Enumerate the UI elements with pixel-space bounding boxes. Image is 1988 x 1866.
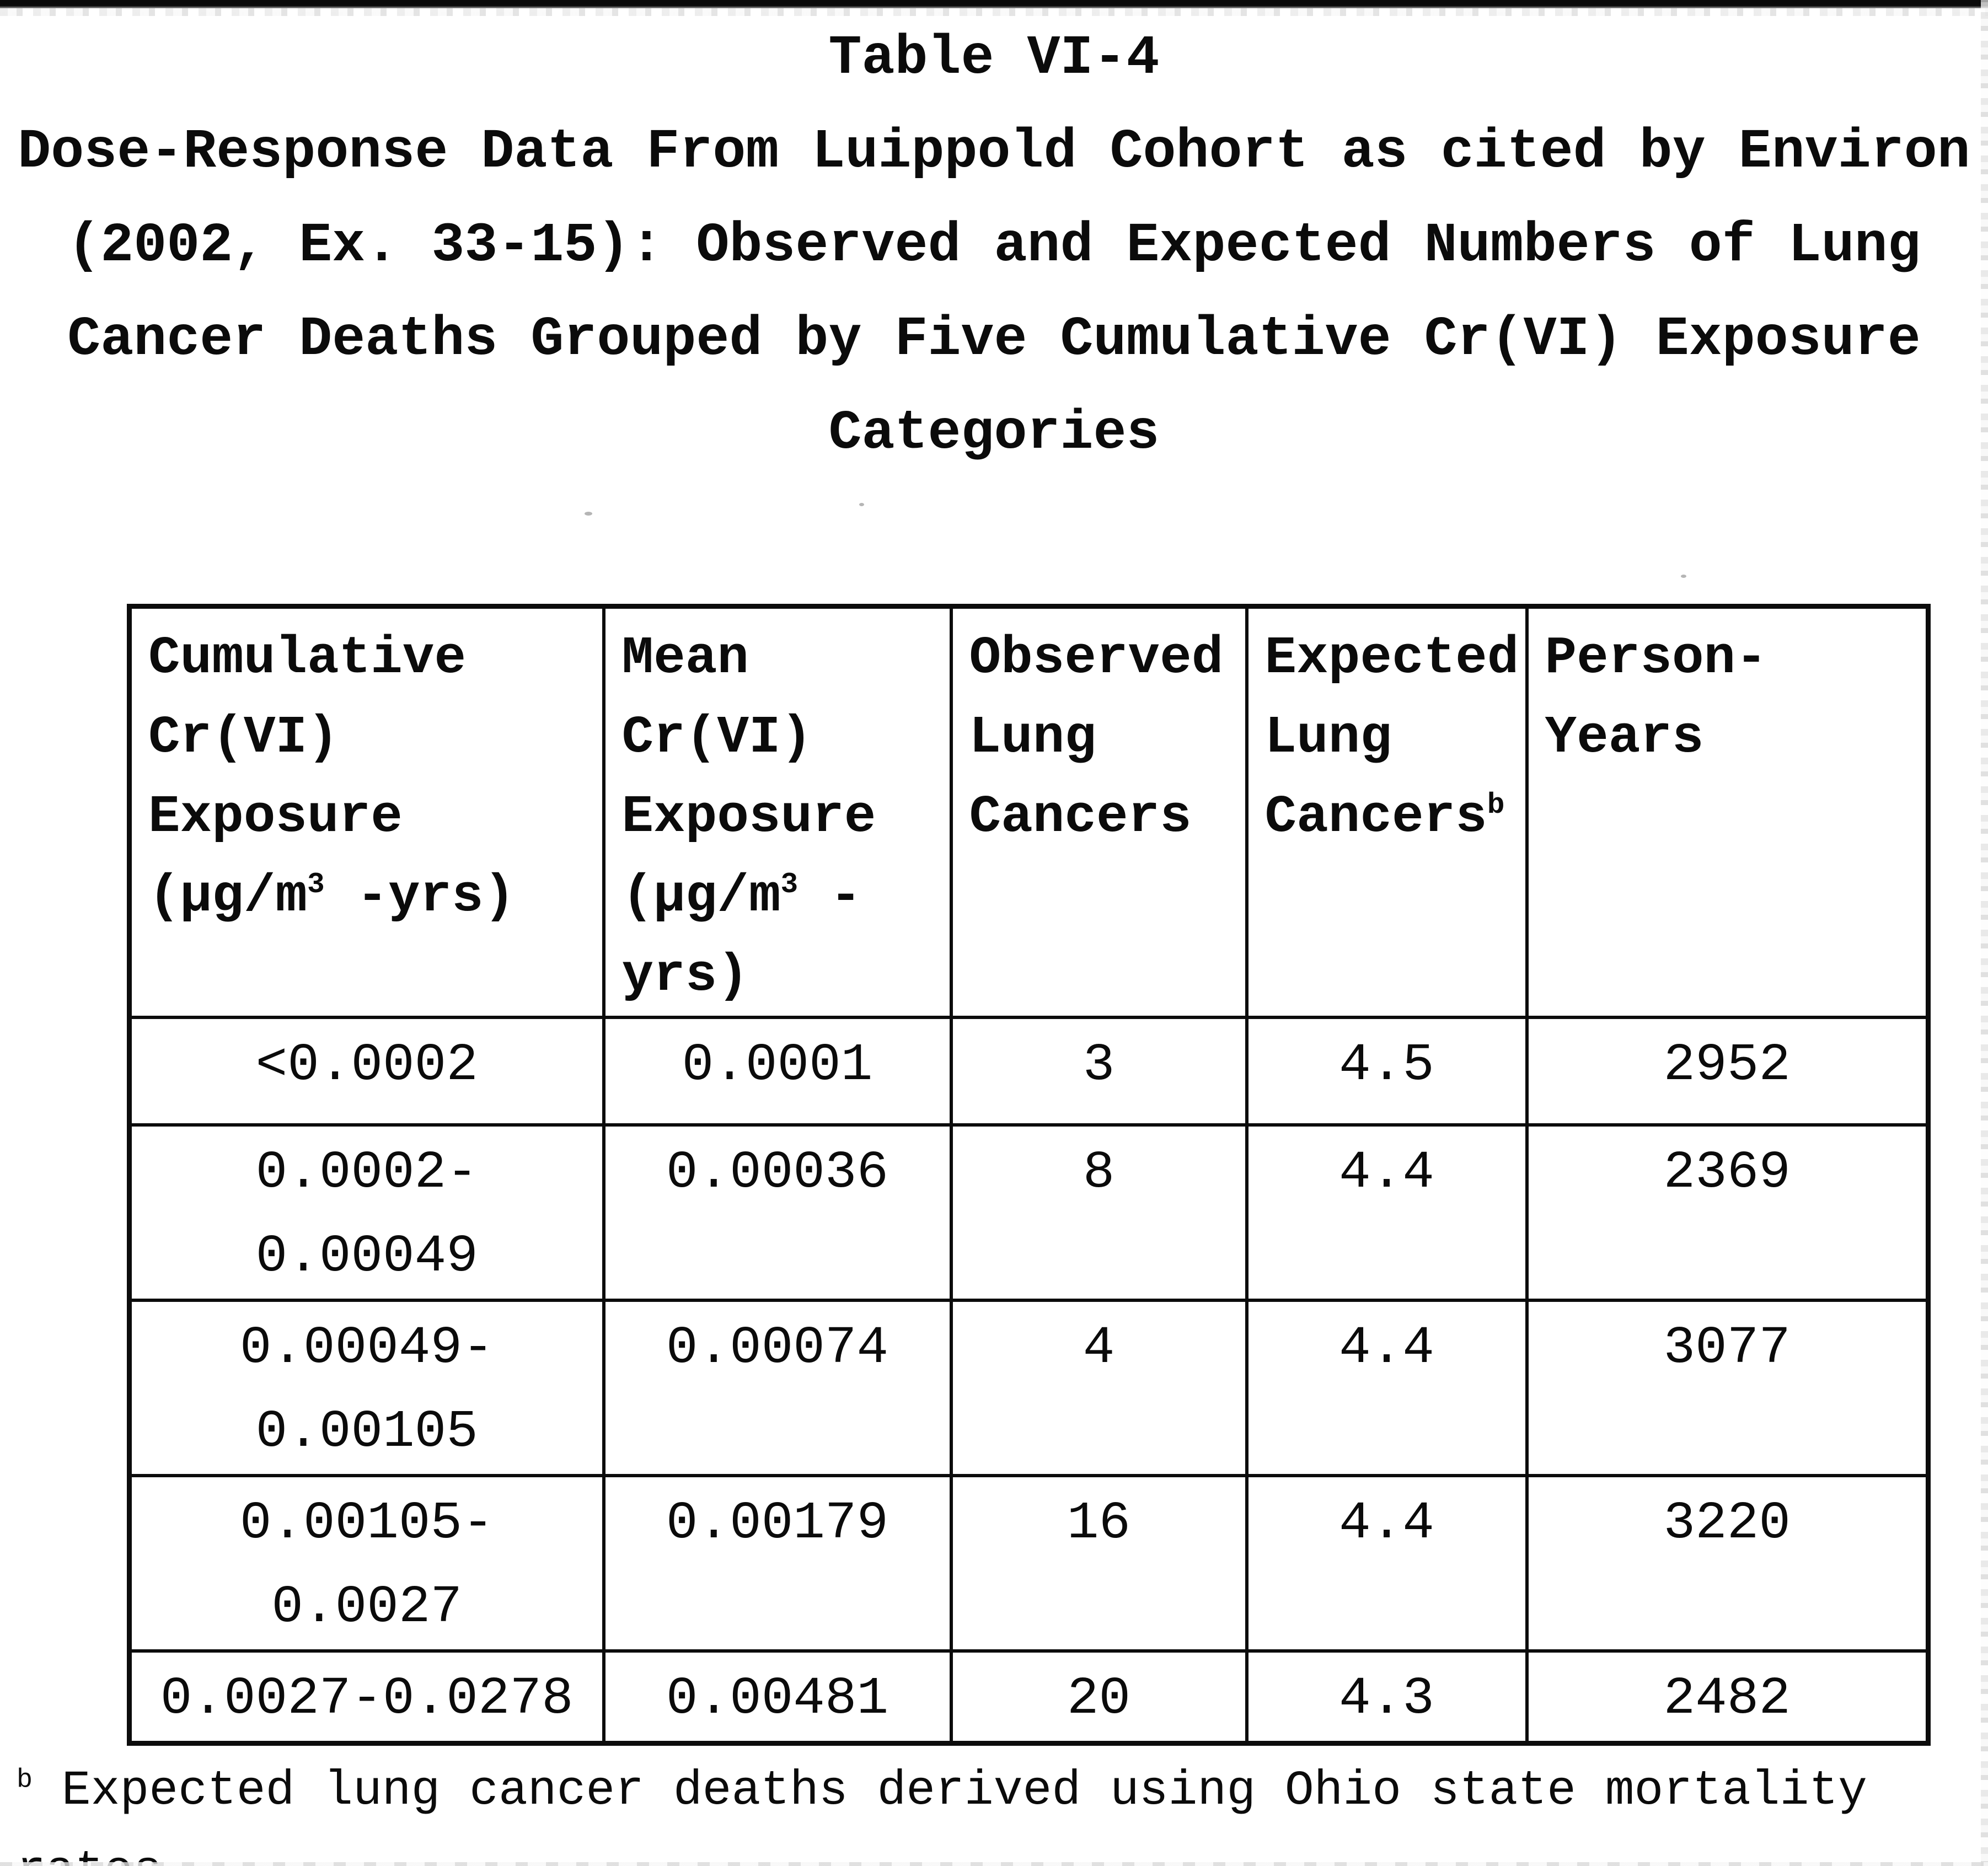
- cell-observed: 20: [949, 1649, 1248, 1745]
- units-text: -yrs): [324, 866, 516, 926]
- units-text: -: [798, 866, 862, 926]
- table-header-row: Cumulative Cr(VI) Exposure (μg/m3 -yrs) …: [127, 604, 1930, 1019]
- header-line: Cumulative: [148, 628, 467, 688]
- units-text: (μg/m: [148, 866, 308, 926]
- cell-expected: 4.4: [1245, 1123, 1529, 1302]
- header-line: Cr(VI): [621, 707, 813, 768]
- cell-person-years: 3077: [1525, 1299, 1930, 1477]
- cell-observed: 4: [949, 1299, 1248, 1477]
- superscript-3: 3: [780, 868, 799, 901]
- table-footnote: b Expected lung cancer deaths derived us…: [17, 1751, 1988, 1866]
- header-line-units: (μg/m3 -yrs): [148, 857, 598, 936]
- cell-cumulative-exposure: 0.0027-0.0278: [127, 1649, 605, 1745]
- footnote-marker-b: b: [1487, 789, 1505, 822]
- header-line: Mean: [621, 628, 749, 688]
- title-line-2: Dose-Response Data From Luippold Cohort …: [18, 121, 1970, 184]
- table-number-title: Table VI-4: [828, 28, 1160, 90]
- col-header-mean-exposure: Mean Cr(VI) Exposure (μg/m3 - yrs): [602, 604, 953, 1019]
- cell-cumulative-exposure: <0.0002: [127, 1016, 605, 1127]
- header-line: yrs): [621, 946, 749, 1006]
- header-line: Exposure: [148, 787, 403, 847]
- cell-mean-exposure: 0.00036: [602, 1123, 953, 1302]
- cell-mean-exposure: 0.00179: [602, 1474, 953, 1653]
- cell-cumulative-exposure: 0.0002- 0.00049: [127, 1123, 605, 1302]
- scan-top-edge-artifact: [0, 0, 1988, 8]
- col-header-cumulative-exposure: Cumulative Cr(VI) Exposure (μg/m3 -yrs): [127, 604, 605, 1019]
- header-line: Lung: [1264, 707, 1392, 768]
- table-row: 0.00105- 0.0027 0.00179 16 4.4 3220: [127, 1474, 1930, 1653]
- header-line: Exposure: [621, 787, 876, 847]
- cell-person-years: 3220: [1525, 1474, 1930, 1653]
- col-header-expected-lung-cancers: Expected Lung Cancersb: [1245, 604, 1529, 1019]
- table-row: 0.00049- 0.00105 0.00074 4 4.4 3077: [127, 1299, 1930, 1477]
- scan-speck: [859, 503, 864, 506]
- cell-mean-exposure: 0.0001: [602, 1016, 953, 1127]
- cell-cumulative-exposure: 0.00049- 0.00105: [127, 1299, 605, 1477]
- header-line: Years: [1545, 707, 1704, 768]
- document-title-block: Table VI-4 Dose-Response Data From Luipp…: [0, 0, 1988, 481]
- superscript-3: 3: [307, 868, 325, 901]
- scan-speck: [1681, 575, 1686, 578]
- cell-person-years: 2369: [1525, 1123, 1930, 1302]
- scan-right-edge-artifact: [1981, 0, 1988, 1866]
- header-line: Lung: [969, 707, 1096, 768]
- scan-top-noise-artifact: [0, 8, 1988, 16]
- cell-expected: 4.5: [1245, 1016, 1529, 1127]
- title-line-3: (2002, Ex. 33-15): Observed and Expected…: [67, 215, 1921, 277]
- header-line: Person-: [1545, 628, 1767, 688]
- title-line-4: Cancer Deaths Grouped by Five Cumulative…: [67, 309, 1921, 371]
- header-text: Cancers: [1264, 787, 1487, 847]
- cell-expected: 4.4: [1245, 1474, 1529, 1653]
- header-line: Cr(VI): [148, 707, 339, 768]
- footnote-text-line1: Expected lung cancer deaths derived usin…: [33, 1764, 1867, 1819]
- cell-person-years: 2482: [1525, 1649, 1930, 1745]
- col-header-person-years: Person- Years: [1525, 604, 1930, 1019]
- table-row: 0.0027-0.0278 0.00481 20 4.3 2482: [127, 1649, 1930, 1745]
- header-line: Cancers: [969, 787, 1192, 847]
- header-line: Observed: [969, 628, 1224, 688]
- cell-mean-exposure: 0.00481: [602, 1649, 953, 1745]
- table-row: <0.0002 0.0001 3 4.5 2952: [127, 1016, 1930, 1127]
- scan-speck: [585, 512, 592, 516]
- units-text: (μg/m: [621, 866, 781, 926]
- table-row: 0.0002- 0.00049 0.00036 8 4.4 2369: [127, 1123, 1930, 1302]
- header-line-with-sup: Cancersb: [1265, 778, 1521, 857]
- dose-response-table: Cumulative Cr(VI) Exposure (μg/m3 -yrs) …: [127, 604, 1931, 1746]
- cell-cumulative-exposure: 0.00105- 0.0027: [127, 1474, 605, 1653]
- scan-bottom-edge-artifact: [0, 1862, 1988, 1866]
- cell-observed: 8: [949, 1123, 1248, 1302]
- header-line: Expected: [1264, 628, 1519, 688]
- cell-observed: 3: [949, 1016, 1248, 1127]
- cell-observed: 16: [949, 1474, 1248, 1653]
- cell-expected: 4.3: [1245, 1649, 1529, 1745]
- title-line-5: Categories: [828, 403, 1160, 465]
- col-header-observed-lung-cancers: Observed Lung Cancers: [949, 604, 1248, 1019]
- header-line-units: (μg/m3 -: [622, 857, 945, 936]
- cell-mean-exposure: 0.00074: [602, 1299, 953, 1477]
- cell-person-years: 2952: [1525, 1016, 1930, 1127]
- cell-expected: 4.4: [1245, 1299, 1529, 1477]
- footnote-marker-b: b: [17, 1765, 33, 1795]
